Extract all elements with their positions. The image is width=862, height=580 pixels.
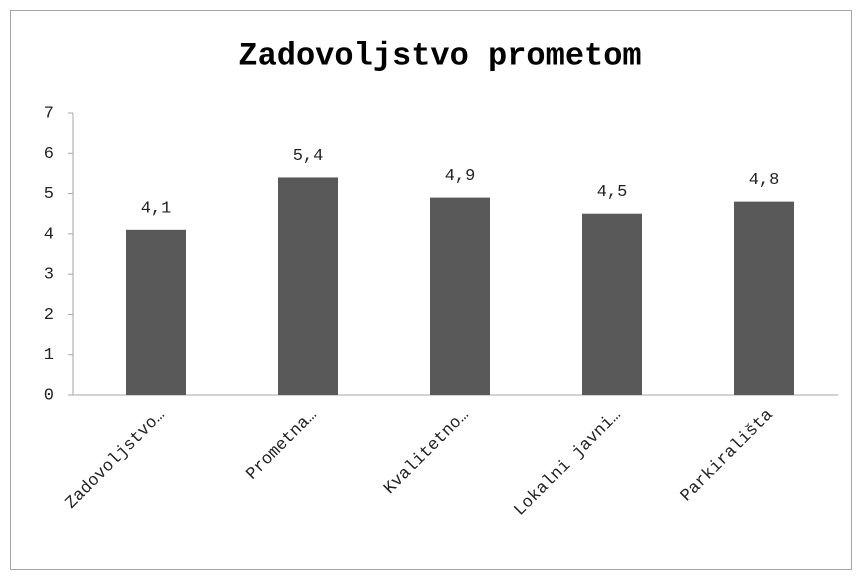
bar <box>126 229 186 395</box>
y-tick-label: 3 <box>44 266 54 285</box>
y-tick-label: 0 <box>44 386 54 405</box>
value-label: 4,8 <box>749 171 780 190</box>
value-label: 4,9 <box>445 167 476 186</box>
y-tick-label: 7 <box>44 104 54 123</box>
y-tick-label: 4 <box>44 225 54 244</box>
bar <box>430 197 490 395</box>
value-label: 4,1 <box>141 199 172 218</box>
chart-title: Zadovoljstvo prometom <box>238 37 641 74</box>
bar <box>278 177 338 395</box>
value-label: 5,4 <box>293 147 324 166</box>
bar <box>734 201 794 395</box>
y-tick-label: 1 <box>44 346 54 365</box>
bar <box>582 213 642 395</box>
value-label: 4,5 <box>597 183 628 202</box>
y-tick-label: 6 <box>44 145 54 164</box>
y-tick-label: 5 <box>44 185 54 204</box>
y-tick-label: 2 <box>44 306 54 325</box>
